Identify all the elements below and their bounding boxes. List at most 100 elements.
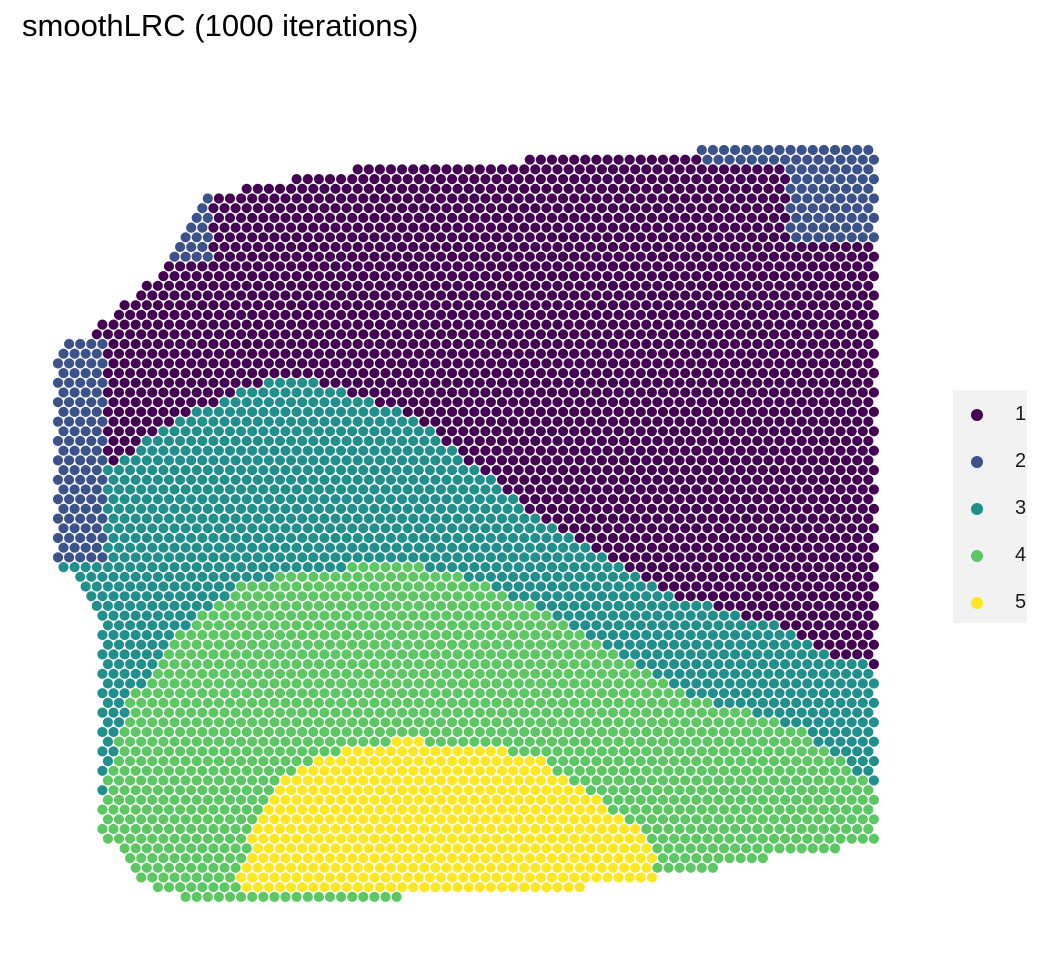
spot-cluster-1	[818, 629, 830, 641]
spot-cluster-4	[252, 668, 264, 680]
spot-cluster-4	[313, 716, 325, 728]
spot-cluster-1	[562, 280, 575, 292]
spot-cluster-1	[734, 561, 747, 573]
spot-cluster-1	[507, 474, 519, 486]
spot-cluster-1	[646, 270, 658, 282]
spot-cluster-1	[363, 338, 375, 350]
spot-cluster-1	[557, 445, 569, 457]
spot-cluster-1	[224, 348, 236, 360]
spot-cluster-4	[551, 629, 564, 641]
spot-cluster-4	[607, 803, 619, 816]
spot-cluster-1	[279, 270, 292, 282]
spot-cluster-1	[463, 241, 475, 253]
spot-cluster-3	[651, 648, 664, 661]
spot-cluster-1	[651, 338, 664, 350]
spot-cluster-4	[307, 687, 319, 699]
spot-cluster-1	[296, 338, 308, 350]
spot-cluster-3	[657, 619, 669, 631]
spot-cluster-4	[540, 668, 553, 680]
spot-cluster-1	[801, 328, 813, 340]
spot-cluster-3	[290, 425, 303, 437]
spot-cluster-1	[446, 328, 458, 340]
spot-cluster-3	[352, 532, 364, 544]
spot-cluster-3	[540, 571, 553, 583]
spot-cluster-1	[152, 396, 164, 408]
spot-cluster-1	[740, 299, 752, 311]
spot-cluster-4	[257, 580, 269, 593]
spot-cluster-1	[629, 377, 641, 389]
spot-cluster-3	[296, 474, 308, 486]
spot-cluster-1	[185, 260, 197, 273]
spot-cluster-4	[463, 668, 475, 680]
spot-cluster-1	[118, 299, 131, 311]
spot-cluster-1	[573, 202, 586, 214]
spot-cluster-5	[413, 755, 425, 767]
spot-cluster-3	[690, 619, 702, 631]
spot-cluster-5	[340, 745, 353, 758]
spot-cluster-3	[96, 706, 109, 719]
spot-cluster-5	[363, 745, 375, 758]
spot-cluster-4	[340, 706, 353, 719]
spot-cluster-1	[779, 192, 791, 205]
spot-cluster-3	[329, 551, 342, 564]
spot-cluster-5	[318, 803, 331, 816]
spot-cluster-3	[279, 503, 292, 515]
spot-cluster-4	[413, 580, 425, 593]
spot-cluster-1	[479, 425, 492, 437]
spot-cluster-1	[191, 348, 203, 360]
spot-cluster-1	[784, 318, 797, 331]
spot-cluster-1	[524, 309, 536, 321]
spot-cluster-5	[501, 755, 514, 767]
spot-cluster-1	[635, 367, 647, 379]
spot-cluster-1	[590, 231, 603, 244]
spot-cluster-1	[107, 454, 120, 467]
spot-cluster-4	[357, 716, 369, 728]
spot-cluster-1	[440, 415, 453, 428]
spot-cluster-4	[363, 706, 375, 719]
spot-cluster-1	[573, 493, 586, 505]
spot-cluster-1	[840, 338, 852, 350]
spot-cluster-4	[651, 765, 664, 777]
spot-cluster-3	[207, 474, 220, 486]
spot-cluster-1	[451, 202, 464, 214]
spot-cluster-1	[729, 396, 741, 408]
spot-cluster-1	[657, 328, 669, 340]
spot-cluster-5	[485, 745, 497, 758]
spot-cluster-1	[845, 445, 858, 457]
spot-cluster-3	[573, 571, 586, 583]
spot-cluster-2	[57, 406, 70, 418]
spot-cluster-1	[723, 580, 736, 593]
spot-cluster-1	[585, 163, 597, 176]
spot-cluster-1	[451, 260, 464, 273]
spot-cluster-1	[324, 289, 336, 302]
spot-cluster-1	[479, 289, 492, 302]
spot-cluster-1	[723, 309, 736, 321]
spot-cluster-1	[740, 474, 752, 486]
spot-cluster-1	[834, 445, 847, 457]
spot-cluster-4	[418, 571, 430, 583]
spot-cluster-4	[446, 638, 458, 651]
spot-cluster-5	[435, 774, 447, 787]
spot-cluster-1	[779, 367, 791, 379]
spot-cluster-3	[235, 464, 247, 476]
spot-cluster-1	[868, 367, 880, 379]
spot-cluster-3	[246, 445, 258, 457]
spot-cluster-1	[818, 415, 830, 428]
spot-cluster-1	[668, 231, 680, 244]
spot-cluster-1	[668, 212, 680, 224]
spot-cluster-1	[202, 386, 214, 399]
spot-cluster-1	[618, 318, 630, 331]
spot-cluster-3	[107, 687, 120, 699]
spot-cluster-3	[191, 406, 203, 418]
spot-cluster-1	[718, 474, 730, 486]
spot-cluster-1	[834, 619, 847, 631]
spot-cluster-3	[646, 600, 658, 612]
spot-cluster-1	[535, 328, 547, 340]
spot-cluster-4	[468, 600, 480, 612]
spot-cluster-1	[551, 260, 564, 273]
spot-cluster-3	[845, 697, 858, 709]
spot-cluster-4	[573, 687, 586, 699]
spot-cluster-3	[446, 445, 458, 457]
spot-cluster-4	[302, 677, 314, 690]
spot-cluster-1	[857, 522, 869, 534]
